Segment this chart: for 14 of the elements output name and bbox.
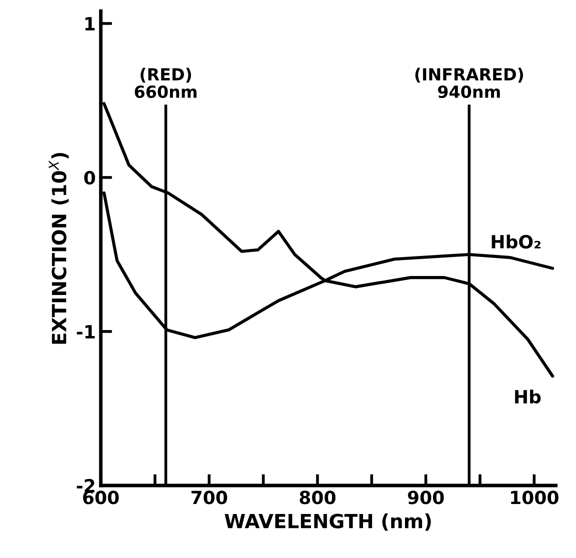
series-label: Hb bbox=[515, 390, 541, 404]
y-tick-label: -1 bbox=[76, 325, 95, 338]
ref-line-label: (RED) 660nm bbox=[134, 68, 196, 98]
y-axis-title: EXTINCTION (10$^{X}$) bbox=[48, 152, 69, 344]
x-tick-label: 900 bbox=[408, 490, 444, 504]
x-tick-label: 1000 bbox=[511, 490, 558, 504]
x-tick-label: 700 bbox=[192, 490, 228, 504]
ref-line-label: (INFRARED) 940nm bbox=[415, 68, 524, 98]
y-tick-label: 0 bbox=[84, 170, 96, 185]
y-tick-label: 1 bbox=[85, 17, 95, 30]
x-tick-label: 600 bbox=[83, 490, 119, 504]
series-label: HbO₂ bbox=[492, 234, 540, 249]
x-tick-label: 800 bbox=[300, 490, 336, 504]
x-axis-title: WAVELENGTH (nm) bbox=[224, 513, 431, 531]
